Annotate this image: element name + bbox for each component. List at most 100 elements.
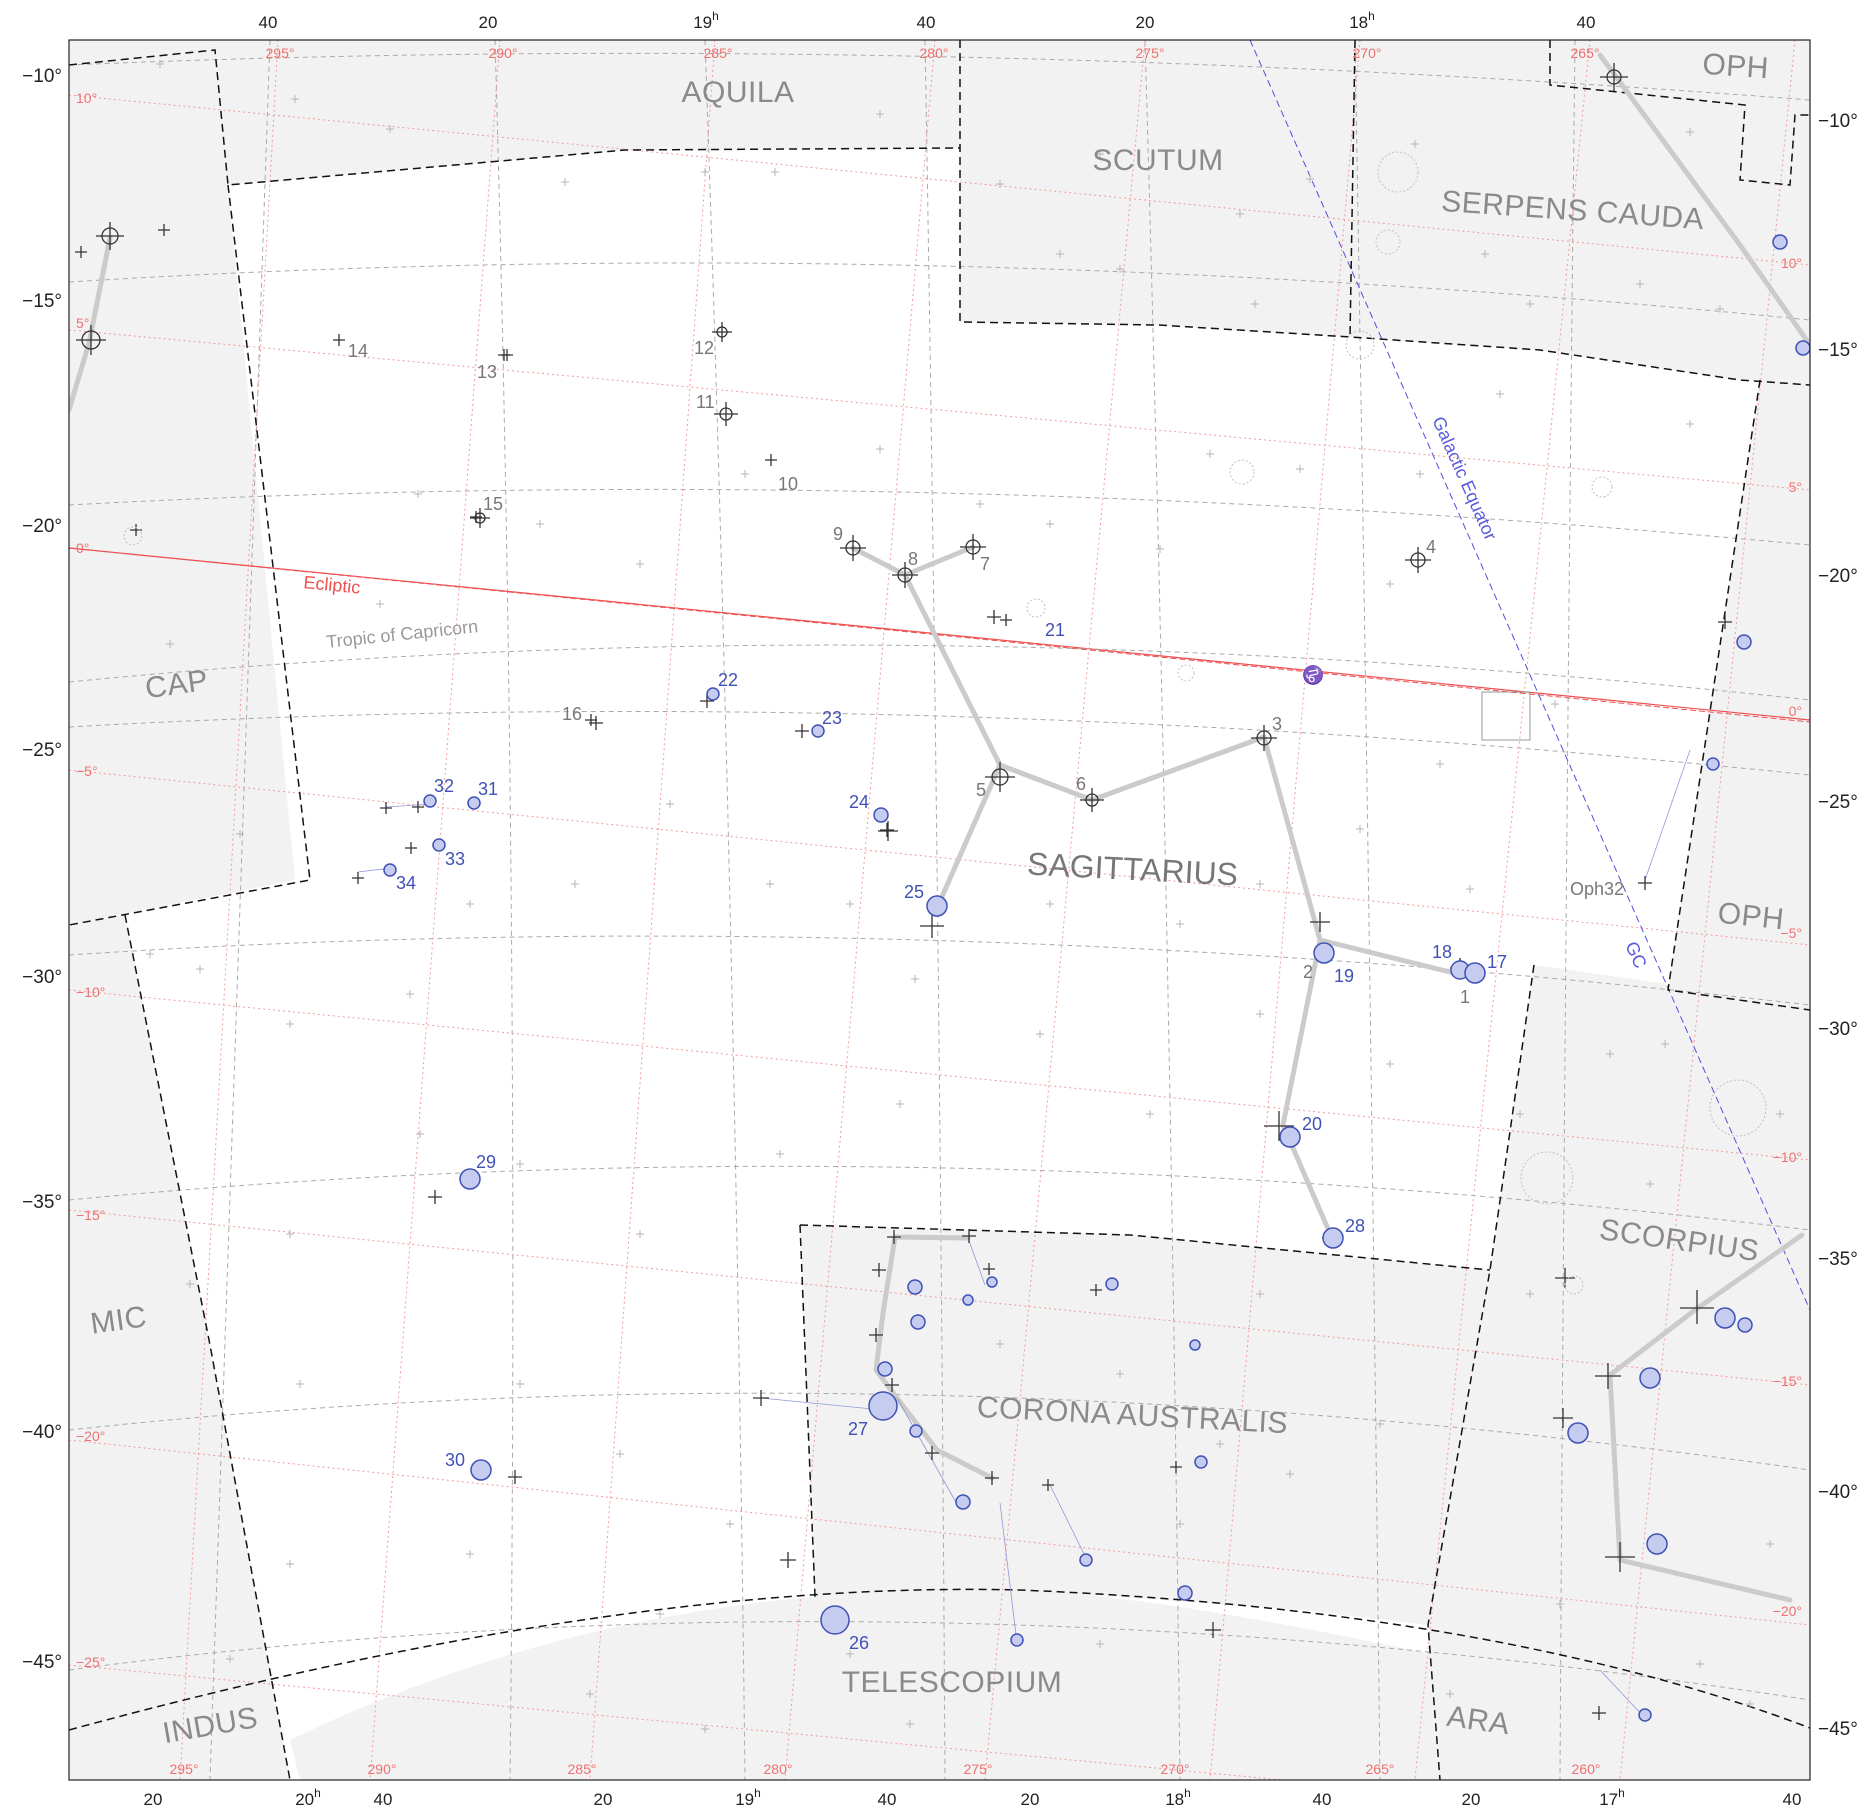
gal-left-5: 5°	[76, 315, 89, 331]
star-label-30: 30	[445, 1450, 465, 1470]
gal-right-10: 10°	[1781, 255, 1802, 271]
star-label-15: 15	[483, 494, 503, 514]
right-dec-minus30: −30°	[1818, 1019, 1858, 1040]
gal-bottom-265: 265°	[1366, 1761, 1395, 1777]
bottom-ra-20h: 20h	[295, 1786, 321, 1809]
gal-top-290: 290°	[489, 45, 518, 61]
bottom-ra-20c: 20	[1021, 1790, 1040, 1809]
star-label-4: 4	[1426, 537, 1436, 557]
star-label-22: 22	[718, 670, 738, 690]
left-dec-axis: −10° −15° −20° −25° −30° −35° −40° −45°	[22, 66, 62, 1673]
galactic-right-labels: 10° 5° 0° −5° −10° −15° −20°	[1773, 255, 1802, 1619]
left-dec-minus30: −30°	[22, 967, 62, 988]
bottom-ra-20d: 20	[1462, 1790, 1481, 1809]
star-label-19: 19	[1334, 966, 1354, 986]
top-ra-20a: 20	[479, 13, 498, 32]
gal-top-275: 275°	[1136, 45, 1165, 61]
bottom-ra-20a: 20	[144, 1790, 163, 1809]
galactic-left-labels: 10° 5° 0° −5° −10° −15° −20° −25°	[76, 90, 105, 1670]
left-dec-minus40: −40°	[22, 1422, 62, 1443]
right-dec-minus20: −20°	[1818, 566, 1858, 587]
region-left-mic	[69, 915, 290, 1780]
star-label-33: 33	[445, 849, 465, 869]
gal-right-minus20: −20°	[1773, 1603, 1802, 1619]
galactic-top-labels: 295° 290° 285° 280° 275° 270° 265°	[266, 45, 1600, 61]
star-label-25: 25	[904, 882, 924, 902]
galactic-equator-line	[1249, 40, 1810, 1311]
region-aquila	[215, 40, 960, 185]
top-ra-19h: 19h	[693, 9, 719, 32]
left-dec-minus10: −10°	[22, 66, 62, 87]
chart-body	[69, 40, 1810, 1780]
region-scorpius	[1428, 965, 1810, 1780]
right-dec-axis: −10° −15° −20° −25° −30° −35° −40° −45°	[1818, 111, 1858, 1740]
star-label-5: 5	[976, 780, 986, 800]
region-serpens	[1350, 40, 1810, 385]
gal-bottom-285: 285°	[568, 1761, 597, 1777]
label-oph-top: OPH	[1701, 48, 1770, 86]
star-label-1: 1	[1460, 987, 1470, 1007]
star-label-14: 14	[348, 341, 368, 361]
star-label-8: 8	[908, 549, 918, 569]
bottom-ra-20b: 20	[594, 1790, 613, 1809]
gal-bottom-260: 260°	[1572, 1761, 1601, 1777]
gal-top-285: 285°	[704, 45, 733, 61]
gal-bottom-280: 280°	[764, 1761, 793, 1777]
gal-left-10: 10°	[76, 90, 97, 106]
bottom-ra-40a: 40	[374, 1790, 393, 1809]
solstice-marker-label: ♑	[1301, 662, 1326, 688]
left-dec-minus25: −25°	[22, 740, 62, 761]
bottom-ra-40c: 40	[1313, 1790, 1332, 1809]
oph32-label: Oph32	[1570, 879, 1624, 899]
label-telescopium: TELESCOPIUM	[842, 1666, 1063, 1699]
star-label-32: 32	[434, 776, 454, 796]
star-label-7: 7	[980, 554, 990, 574]
right-dec-minus35: −35°	[1818, 1249, 1858, 1270]
label-mic: MIC	[88, 1300, 149, 1341]
gal-top-280: 280°	[920, 45, 949, 61]
thin-connectors	[357, 749, 1691, 1719]
tropic-line	[69, 644, 1810, 701]
star-label-6: 6	[1076, 774, 1086, 794]
bottom-ra-axis: 20 20h 40 20 19h 40 20 18h 40 20 17h 40	[144, 1786, 1802, 1809]
right-dec-minus15: −15°	[1818, 340, 1858, 361]
star-number-labels: 1 2 3 4 5 6 7 8 9 10 11 12 13 14 15 16 1…	[348, 338, 1507, 1653]
top-ra-40c: 40	[1577, 13, 1596, 32]
gal-left-minus5: −5°	[76, 763, 98, 779]
label-aquila: AQUILA	[681, 76, 794, 109]
faint-stars	[146, 60, 1784, 1733]
star-label-13: 13	[477, 362, 497, 382]
gal-bottom-290: 290°	[368, 1761, 397, 1777]
star-label-28: 28	[1345, 1216, 1365, 1236]
star-label-3: 3	[1272, 714, 1282, 734]
star-label-2: 2	[1303, 962, 1313, 982]
star-label-17: 17	[1487, 952, 1507, 972]
region-right-oph	[1668, 380, 1810, 1010]
star-label-24: 24	[849, 792, 869, 812]
gal-right-0: 0°	[1789, 703, 1802, 719]
gal-right-minus15: −15°	[1773, 1373, 1802, 1389]
star-label-20: 20	[1302, 1114, 1322, 1134]
bottom-ra-40b: 40	[878, 1790, 897, 1809]
bottom-ra-19h: 19h	[735, 1786, 761, 1809]
survey-field-box	[1481, 691, 1531, 741]
top-ra-20b: 20	[1136, 13, 1155, 32]
gal-bottom-270: 270°	[1161, 1761, 1190, 1777]
gal-left-minus25: −25°	[76, 1654, 105, 1670]
gal-bottom-295: 295°	[170, 1761, 199, 1777]
ecliptic-line	[69, 547, 1810, 721]
label-oph-right: OPH	[1716, 897, 1786, 937]
bottom-ra-40d: 40	[1783, 1790, 1802, 1809]
right-dec-minus10: −10°	[1818, 111, 1858, 132]
region-corona-telescopium	[290, 1225, 1810, 1780]
left-dec-minus15: −15°	[22, 291, 62, 312]
star-label-27: 27	[848, 1419, 868, 1439]
star-label-31: 31	[478, 779, 498, 799]
star-label-10: 10	[778, 474, 798, 494]
right-dec-minus25: −25°	[1818, 792, 1858, 813]
left-dec-minus35: −35°	[22, 1192, 62, 1213]
top-ra-axis: 40 20 19h 40 20 18h 40	[259, 9, 1596, 32]
gal-bottom-275: 275°	[964, 1761, 993, 1777]
bottom-ra-17h: 17h	[1599, 1786, 1625, 1809]
